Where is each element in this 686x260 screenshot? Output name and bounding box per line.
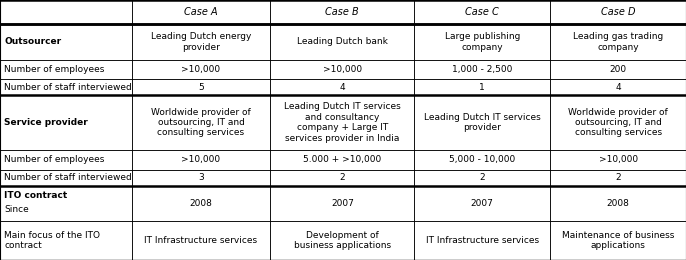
Text: Case C: Case C	[465, 7, 499, 17]
Text: >10,000: >10,000	[598, 155, 638, 164]
Bar	[414, 186, 550, 221]
Text: 4: 4	[340, 83, 345, 92]
Bar	[414, 95, 550, 150]
Text: 2: 2	[480, 173, 485, 182]
Text: Worldwide provider of
outsourcing, IT and
consulting services: Worldwide provider of outsourcing, IT an…	[568, 108, 668, 138]
Bar	[0, 95, 132, 150]
Text: >10,000: >10,000	[181, 155, 221, 164]
Text: 2008: 2008	[189, 199, 213, 208]
Bar	[550, 60, 686, 79]
Text: 2: 2	[340, 173, 345, 182]
Text: >10,000: >10,000	[181, 65, 221, 74]
Text: 200: 200	[610, 65, 626, 74]
Text: 2: 2	[615, 173, 621, 182]
Bar	[132, 186, 270, 221]
Text: 5,000 - 10,000: 5,000 - 10,000	[449, 155, 515, 164]
Text: Leading Dutch IT services
provider: Leading Dutch IT services provider	[424, 113, 541, 132]
Bar	[132, 221, 270, 260]
Bar	[0, 221, 132, 260]
Bar	[0, 24, 132, 60]
Bar	[550, 95, 686, 150]
Bar	[414, 221, 550, 260]
Text: Number of staff interviewed: Number of staff interviewed	[4, 83, 132, 92]
Bar	[414, 79, 550, 95]
Text: 2008: 2008	[606, 199, 630, 208]
Text: Case D: Case D	[601, 7, 635, 17]
Text: Since: Since	[4, 205, 29, 214]
Text: Leading gas trading
company: Leading gas trading company	[573, 32, 663, 51]
Text: Development of
business applications: Development of business applications	[294, 231, 391, 250]
Text: IT Infrastructure services: IT Infrastructure services	[145, 236, 257, 245]
Text: Leading Dutch energy
provider: Leading Dutch energy provider	[151, 32, 251, 51]
Text: 4: 4	[615, 83, 621, 92]
Text: 1: 1	[480, 83, 485, 92]
Bar	[550, 0, 686, 24]
Text: Large publishing
company: Large publishing company	[445, 32, 520, 51]
Bar	[270, 0, 414, 24]
Text: Maintenance of business
applications: Maintenance of business applications	[562, 231, 674, 250]
Bar	[132, 0, 270, 24]
Text: 1,000 - 2,500: 1,000 - 2,500	[452, 65, 512, 74]
Text: Outsourcer: Outsourcer	[4, 37, 61, 46]
Text: 2007: 2007	[331, 199, 354, 208]
Bar	[550, 79, 686, 95]
Text: Case B: Case B	[325, 7, 359, 17]
Bar	[132, 60, 270, 79]
Bar	[270, 79, 414, 95]
Bar	[270, 150, 414, 170]
Bar	[414, 170, 550, 186]
Text: Leading Dutch IT services
and consultancy
company + Large IT
services provider i: Leading Dutch IT services and consultanc…	[284, 102, 401, 143]
Text: Service provider: Service provider	[4, 118, 88, 127]
Bar	[414, 24, 550, 60]
Bar	[132, 95, 270, 150]
Text: 2007: 2007	[471, 199, 494, 208]
Text: >10,000: >10,000	[322, 65, 362, 74]
Text: 5.000 + >10,000: 5.000 + >10,000	[303, 155, 381, 164]
Bar	[0, 170, 132, 186]
Bar	[270, 60, 414, 79]
Text: 5: 5	[198, 83, 204, 92]
Bar	[550, 221, 686, 260]
Bar	[0, 60, 132, 79]
Bar	[132, 24, 270, 60]
Bar	[414, 0, 550, 24]
Bar	[550, 24, 686, 60]
Text: Number of employees: Number of employees	[4, 65, 104, 74]
Bar	[132, 150, 270, 170]
Text: IT Infrastructure services: IT Infrastructure services	[426, 236, 539, 245]
Bar	[132, 170, 270, 186]
Bar	[270, 221, 414, 260]
Bar	[270, 95, 414, 150]
Bar	[414, 60, 550, 79]
Text: Case A: Case A	[184, 7, 218, 17]
Text: ITO contract: ITO contract	[4, 191, 67, 200]
Bar	[0, 150, 132, 170]
Text: Main focus of the ITO
contract: Main focus of the ITO contract	[4, 231, 100, 250]
Bar	[270, 186, 414, 221]
Bar	[414, 150, 550, 170]
Bar	[0, 0, 132, 24]
Bar	[132, 79, 270, 95]
Text: Worldwide provider of
outsourcing, IT and
consulting services: Worldwide provider of outsourcing, IT an…	[151, 108, 251, 138]
Bar	[270, 170, 414, 186]
Bar	[0, 79, 132, 95]
Text: Number of employees: Number of employees	[4, 155, 104, 164]
Bar	[270, 24, 414, 60]
Text: Leading Dutch bank: Leading Dutch bank	[297, 37, 388, 46]
Bar	[550, 186, 686, 221]
Bar	[550, 150, 686, 170]
Bar	[0, 186, 132, 221]
Text: Number of staff interviewed: Number of staff interviewed	[4, 173, 132, 182]
Bar	[550, 170, 686, 186]
Text: 3: 3	[198, 173, 204, 182]
